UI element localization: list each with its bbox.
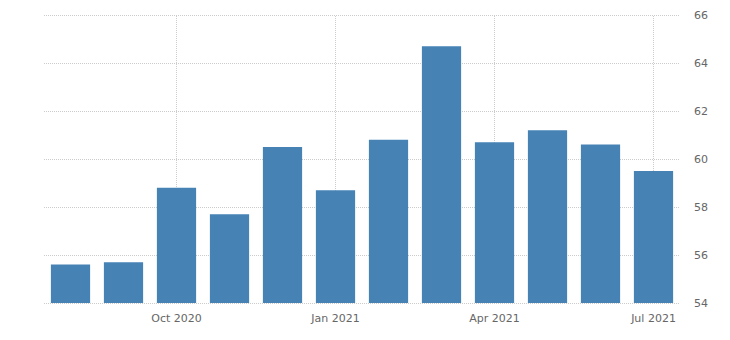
svg-text:Jul 2021: Jul 2021 [630,312,676,325]
svg-text:56: 56 [694,249,708,262]
svg-text:60: 60 [694,153,708,166]
svg-text:Oct 2020: Oct 2020 [151,312,202,325]
svg-text:64: 64 [694,57,708,70]
svg-text:62: 62 [694,105,708,118]
svg-text:58: 58 [694,201,708,214]
svg-text:Apr 2021: Apr 2021 [469,312,520,325]
svg-text:Jan 2021: Jan 2021 [310,312,359,325]
svg-text:54: 54 [694,297,708,310]
svg-text:66: 66 [694,9,708,22]
